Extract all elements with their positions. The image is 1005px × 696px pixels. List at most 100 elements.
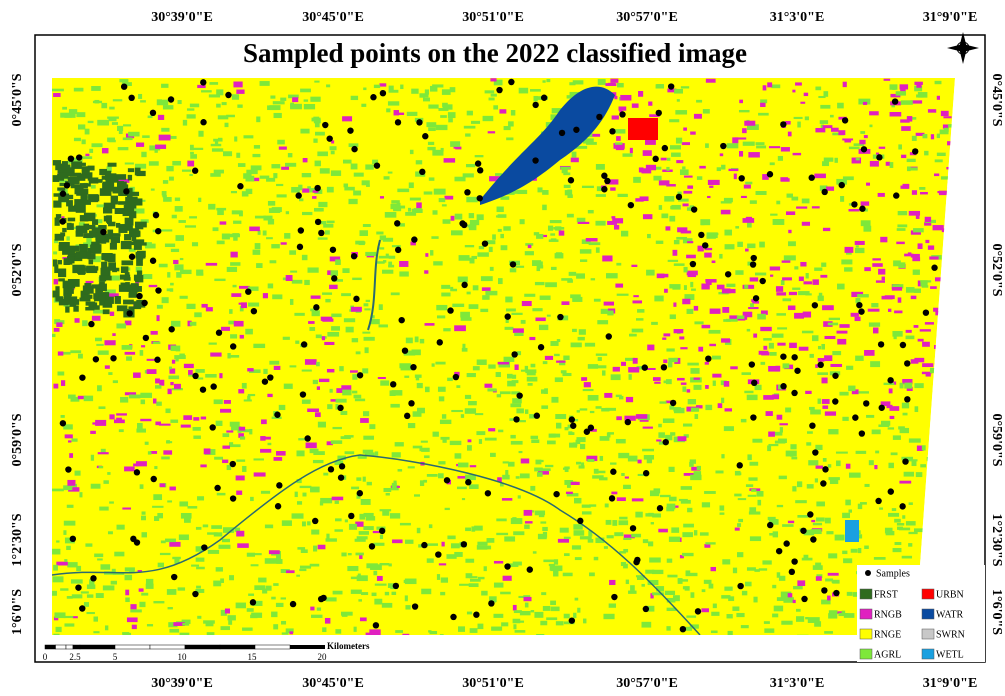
sample-point — [812, 449, 818, 455]
class-patch — [228, 615, 236, 620]
class-patch — [837, 331, 848, 334]
class-patch — [839, 324, 849, 328]
class-patch — [442, 440, 446, 443]
legend-swatch — [860, 589, 872, 599]
class-patch — [503, 576, 512, 581]
class-patch — [238, 389, 244, 393]
sample-point — [304, 435, 310, 441]
sample-point — [230, 343, 236, 349]
class-patch — [886, 162, 891, 166]
class-patch — [856, 451, 867, 454]
class-patch — [425, 253, 428, 257]
class-patch — [879, 507, 883, 509]
class-patch — [470, 628, 478, 633]
class-patch — [919, 187, 925, 190]
class-patch — [313, 546, 317, 552]
class-patch — [564, 614, 570, 619]
class-patch — [796, 609, 801, 612]
class-patch — [830, 115, 834, 118]
class-patch — [892, 508, 896, 511]
class-patch — [324, 342, 334, 345]
class-patch — [646, 165, 656, 170]
class-patch — [389, 86, 394, 90]
class-patch — [277, 194, 287, 197]
class-patch — [506, 137, 513, 140]
class-patch — [405, 212, 416, 216]
class-patch — [310, 487, 320, 493]
class-patch — [764, 621, 770, 624]
class-patch — [502, 475, 510, 480]
class-patch — [67, 480, 75, 486]
class-patch — [268, 201, 275, 206]
class-patch — [537, 472, 543, 477]
forest-patch — [111, 196, 118, 205]
class-patch — [649, 557, 661, 562]
sample-point — [504, 563, 510, 569]
sample-point — [395, 119, 401, 125]
class-patch — [687, 309, 694, 314]
class-patch — [928, 245, 934, 249]
class-patch — [443, 219, 451, 224]
class-patch — [498, 430, 503, 433]
class-patch — [621, 231, 628, 237]
class-patch — [777, 572, 780, 577]
class-patch — [359, 531, 369, 535]
class-patch — [582, 186, 594, 188]
class-patch — [263, 293, 268, 298]
class-patch — [884, 383, 895, 385]
class-patch — [247, 553, 255, 557]
class-patch — [96, 593, 104, 598]
class-patch — [615, 142, 622, 144]
class-patch — [159, 424, 171, 426]
class-patch — [707, 232, 718, 238]
class-patch — [720, 512, 725, 514]
class-patch — [781, 621, 792, 625]
class-patch — [151, 331, 158, 335]
class-patch — [736, 472, 741, 475]
class-patch — [916, 84, 921, 87]
class-patch — [428, 127, 436, 131]
bottom-coordinate: 31°9'0"E — [923, 676, 978, 691]
class-patch — [842, 551, 847, 554]
class-patch — [669, 119, 679, 122]
class-patch — [520, 219, 525, 224]
class-patch — [153, 494, 162, 500]
sample-point — [461, 282, 467, 288]
class-patch — [825, 518, 831, 524]
class-patch — [498, 214, 507, 218]
class-patch — [182, 623, 189, 626]
class-patch — [669, 497, 677, 502]
class-patch — [187, 108, 194, 110]
class-patch — [411, 89, 418, 94]
class-patch — [438, 108, 448, 111]
class-patch — [311, 615, 322, 618]
class-patch — [558, 539, 569, 543]
class-patch — [274, 366, 281, 370]
class-patch — [175, 358, 178, 362]
class-patch — [254, 585, 265, 590]
sample-point — [126, 310, 132, 316]
class-patch — [222, 460, 228, 463]
class-patch — [78, 354, 83, 359]
class-patch — [75, 471, 81, 476]
class-patch — [643, 150, 652, 156]
class-patch — [102, 148, 108, 153]
class-patch — [108, 372, 112, 375]
forest-patch — [95, 195, 100, 202]
class-patch — [920, 329, 931, 331]
class-patch — [782, 260, 791, 262]
class-patch — [676, 160, 683, 163]
class-patch — [468, 401, 477, 405]
class-patch — [302, 188, 309, 192]
class-patch — [633, 295, 638, 297]
class-patch — [524, 510, 533, 516]
class-patch — [285, 163, 296, 167]
class-patch — [297, 547, 305, 550]
class-patch — [417, 383, 423, 388]
class-patch — [559, 231, 565, 236]
class-patch — [214, 170, 224, 174]
class-patch — [763, 346, 767, 350]
class-patch — [748, 307, 758, 309]
forest-patch — [57, 260, 61, 264]
sample-point — [464, 189, 470, 195]
